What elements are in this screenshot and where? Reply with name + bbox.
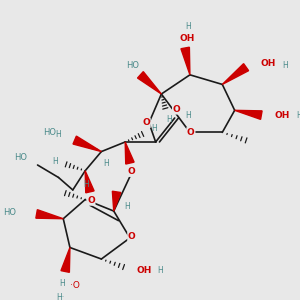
Text: H: H: [185, 111, 191, 120]
Text: H·: H·: [56, 293, 64, 300]
Polygon shape: [181, 47, 190, 75]
Text: OH: OH: [179, 34, 195, 43]
Text: OH: OH: [136, 266, 152, 275]
Text: H: H: [124, 202, 130, 211]
Text: H: H: [166, 116, 172, 124]
Text: H: H: [297, 111, 300, 120]
Text: HO: HO: [43, 128, 56, 137]
Polygon shape: [137, 72, 161, 94]
Text: H: H: [83, 180, 89, 189]
Text: O: O: [142, 118, 150, 127]
Text: H: H: [282, 61, 288, 70]
Text: H: H: [56, 130, 62, 139]
Polygon shape: [235, 110, 262, 119]
Polygon shape: [73, 136, 101, 152]
Polygon shape: [222, 64, 249, 84]
Text: O: O: [173, 105, 181, 114]
Text: H: H: [103, 159, 109, 168]
Text: H: H: [52, 157, 58, 166]
Text: O: O: [128, 232, 136, 242]
Text: OH: OH: [274, 111, 290, 120]
Polygon shape: [61, 248, 70, 272]
Polygon shape: [36, 210, 63, 219]
Text: HO: HO: [14, 153, 27, 162]
Text: H: H: [158, 266, 163, 275]
Text: H: H: [151, 124, 157, 133]
Polygon shape: [125, 142, 134, 164]
Text: H: H: [185, 22, 191, 32]
Text: O: O: [127, 167, 135, 176]
Polygon shape: [85, 171, 94, 193]
Text: ·O: ·O: [70, 281, 80, 290]
Text: O: O: [187, 128, 195, 137]
Text: HO: HO: [126, 61, 139, 70]
Text: OH: OH: [260, 59, 276, 68]
Text: O: O: [87, 196, 95, 205]
Text: H: H: [59, 280, 65, 289]
Polygon shape: [112, 191, 121, 211]
Text: HO: HO: [3, 208, 16, 217]
